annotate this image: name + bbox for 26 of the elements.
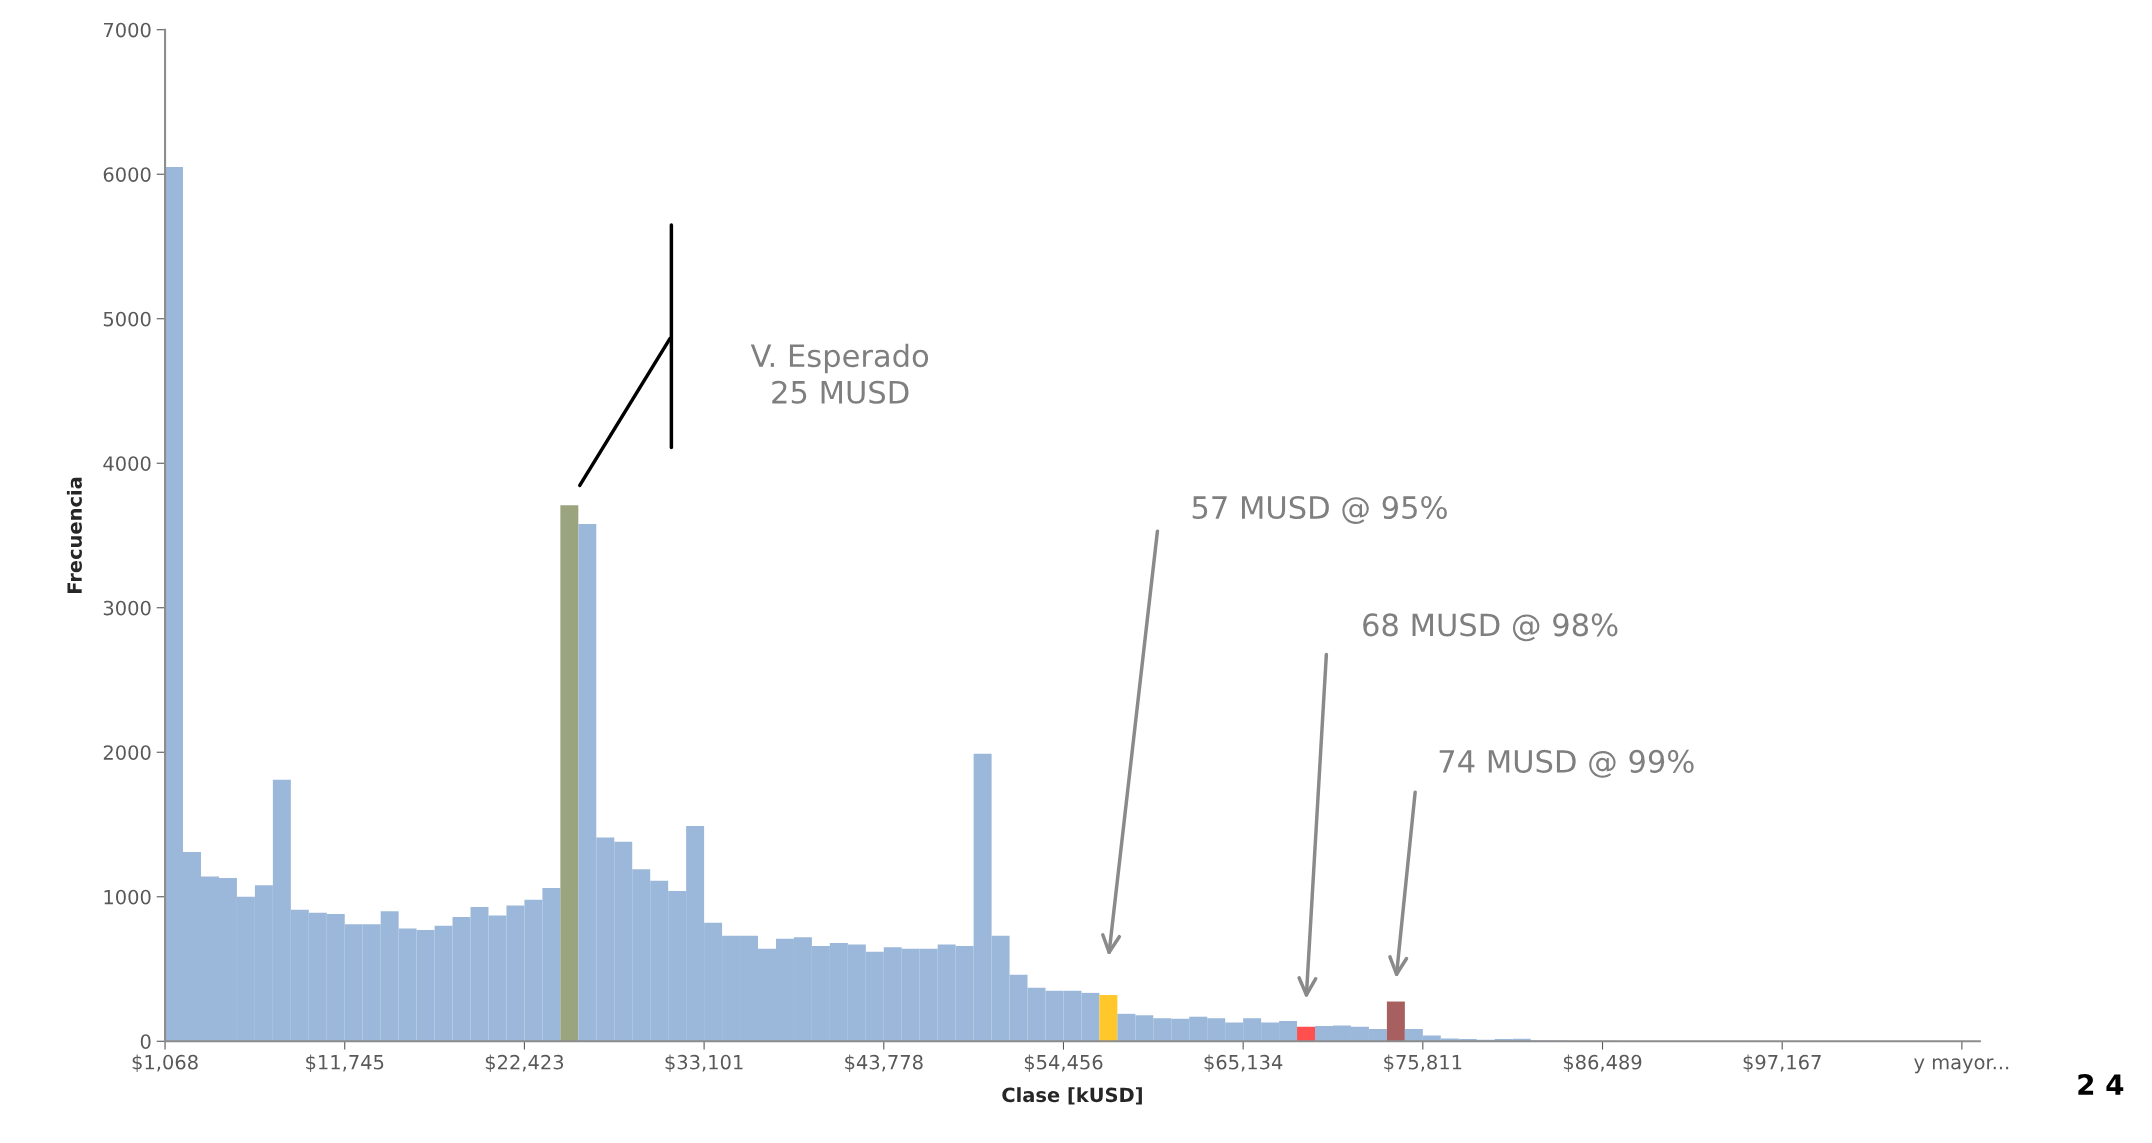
y-tick-label: 4000: [103, 456, 151, 471]
text: 2 4: [2078, 1074, 2124, 1095]
y-tick-label: 5000: [103, 311, 151, 327]
x-tick-label: $43,778: [845, 1054, 923, 1073]
y-tick-label: 2000: [103, 745, 151, 760]
annotation: 68 MUSD @ 98%: [1363, 613, 1618, 642]
x-tick-label: $86,489: [1563, 1054, 1642, 1073]
x-tick-label: y mayor...: [1914, 1058, 2009, 1074]
y-tick-label: 7000: [103, 22, 151, 38]
x-tick-label: $1,068: [132, 1054, 198, 1073]
x-tick-label: $11,745: [306, 1054, 384, 1073]
y-tick-label: 0: [140, 1034, 151, 1049]
annotation: 74 MUSD @ 99%: [1439, 749, 1694, 778]
y-axis-title: Frecuencia: [66, 477, 82, 593]
y-tick-label: 1000: [104, 889, 151, 905]
y-tick-label: 6000: [103, 167, 151, 182]
x-tick-label: $75,811: [1384, 1054, 1462, 1073]
x-tick-label: $97,167: [1743, 1054, 1821, 1073]
x-axis-title: Clase [kUSD]: [1002, 1087, 1142, 1105]
x-tick-label: $33,101: [665, 1054, 743, 1073]
annotation: 57 MUSD @ 95%: [1192, 495, 1447, 524]
y-tick-label: 3000: [103, 600, 151, 616]
annotation: V. Esperado 25 MUSD: [750, 343, 929, 404]
x-tick-label: $54,456: [1024, 1054, 1103, 1073]
x-tick-label: $65,134: [1204, 1054, 1283, 1073]
x-tick-label: $22,423: [485, 1054, 564, 1073]
